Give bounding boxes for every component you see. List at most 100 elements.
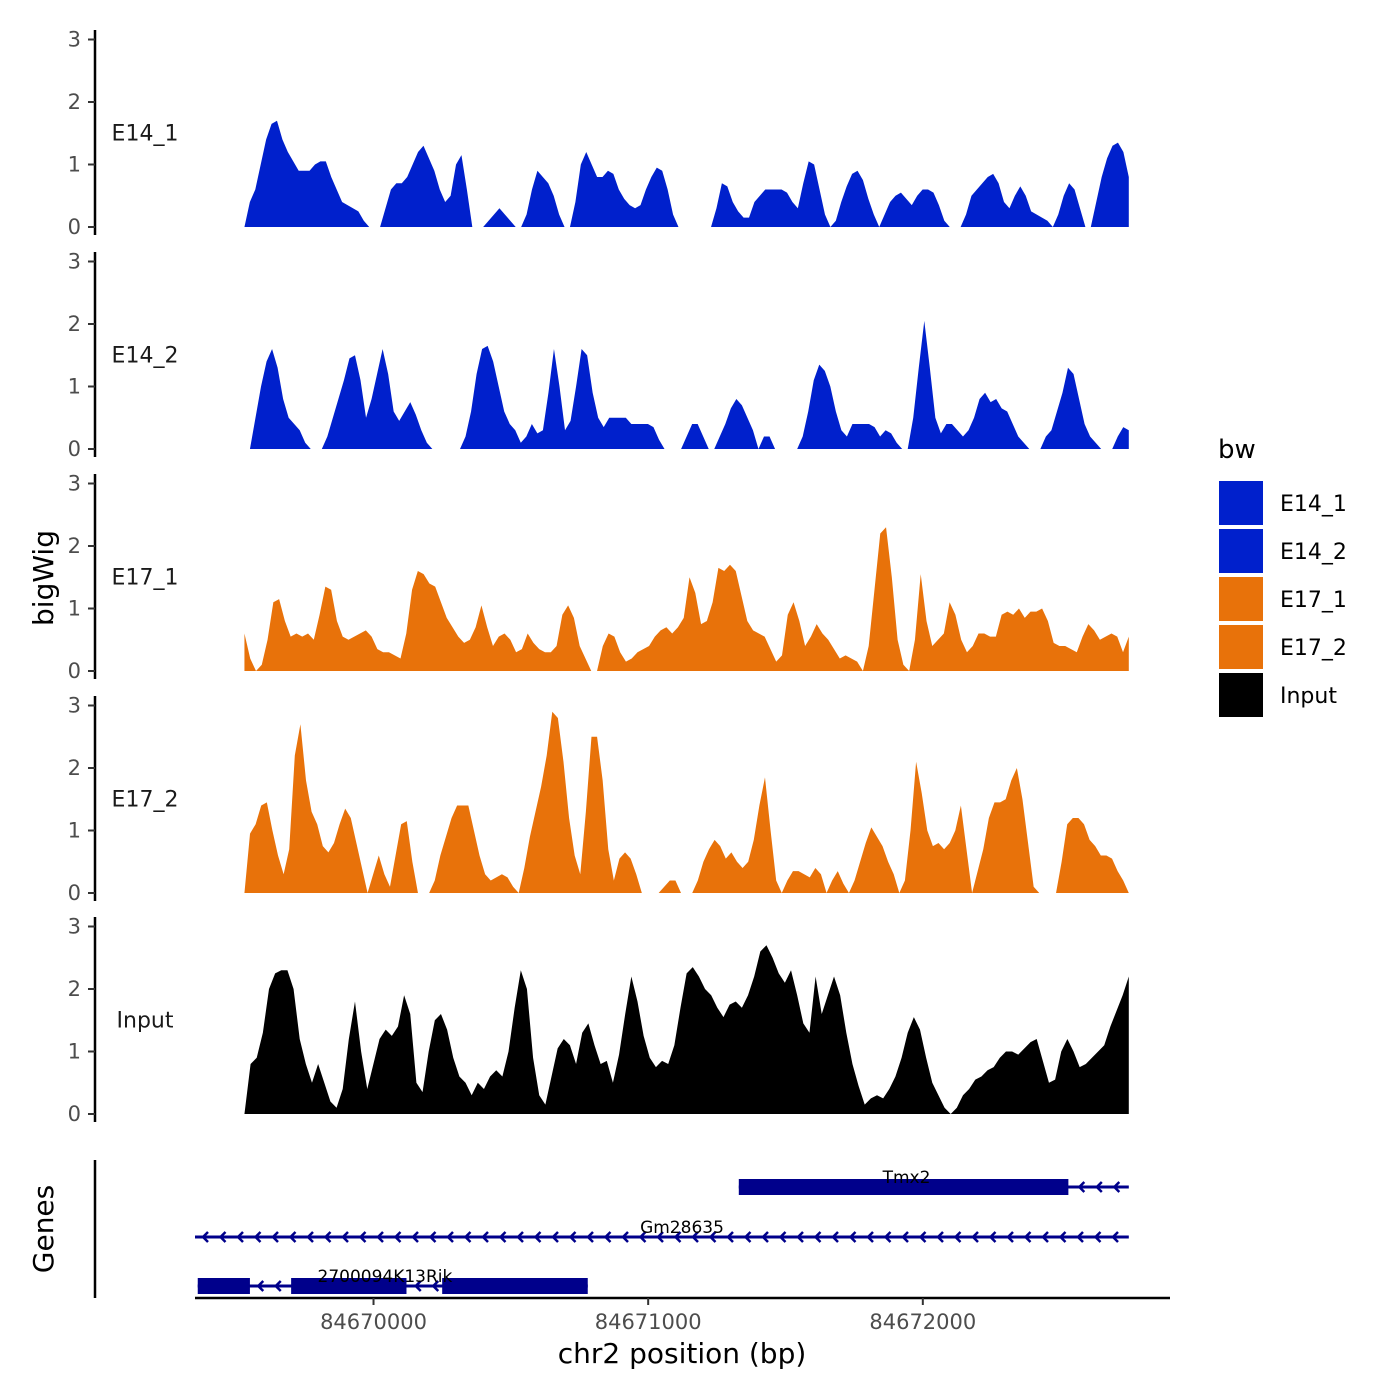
panel-label: E17_2 <box>112 787 179 812</box>
track-panels: 0 1 2 3 E14_1 0 1 2 3 E14_2 0 1 2 3 E17_1 0 1 2 3 E17_2 0 1 2 3… <box>68 28 1129 1126</box>
y-tick-label: 0 <box>68 215 81 239</box>
strand-arrow <box>726 1231 734 1243</box>
strand-arrow <box>673 1231 682 1243</box>
strand-arrow <box>1076 1231 1084 1243</box>
strand-arrow <box>1093 1231 1102 1243</box>
strand-arrow <box>603 1231 612 1243</box>
gene-label: Tmx2 <box>882 1168 931 1188</box>
track-panel-e17_1: 0 1 2 3 E17_1 <box>68 472 1129 683</box>
strand-arrow <box>323 1231 332 1243</box>
gene-gm28635: Gm28635 <box>195 1218 1129 1243</box>
strand-arrow <box>761 1231 769 1243</box>
strand-arrow <box>918 1231 927 1243</box>
strand-arrow <box>936 1231 944 1243</box>
strand-arrow <box>236 1231 244 1243</box>
strand-arrow <box>271 1231 279 1243</box>
strand-arrow <box>201 1231 209 1243</box>
strand-arrow <box>1095 1181 1103 1193</box>
x-tick-label: 84671000 <box>595 1310 702 1334</box>
signal-area-e14_2 <box>244 320 1129 449</box>
strand-arrow <box>428 1231 437 1243</box>
legend-title: bw <box>1218 435 1256 465</box>
strand-arrow <box>256 1280 265 1292</box>
strand-arrow <box>1112 1181 1121 1193</box>
strand-arrow <box>446 1231 454 1243</box>
y-tick-label: 1 <box>68 375 81 399</box>
y-axis-title: bigWig <box>27 530 60 626</box>
strand-arrow <box>516 1231 524 1243</box>
y-tick-label: 3 <box>68 250 81 274</box>
strand-arrow <box>551 1231 559 1243</box>
strand-arrow <box>813 1231 822 1243</box>
legend-swatch <box>1219 481 1263 525</box>
x-tick-label: 84670000 <box>320 1310 427 1334</box>
exon <box>197 1278 250 1294</box>
legend-swatch <box>1219 625 1263 669</box>
strand-arrow <box>533 1231 542 1243</box>
y-tick-label: 0 <box>68 1102 81 1126</box>
strand-arrow <box>498 1231 507 1243</box>
gene-tmx2: Tmx2 <box>738 1168 1129 1195</box>
legend-label: Input <box>1280 684 1337 709</box>
strand-arrow <box>796 1231 804 1243</box>
strand-arrow <box>1041 1231 1049 1243</box>
strand-arrow <box>413 1280 422 1292</box>
x-tick-label: 84672000 <box>869 1310 976 1334</box>
strand-arrow <box>638 1231 647 1243</box>
genes-panel: Tmx2 Gm28635 2700094K13Rik <box>93 1160 1129 1298</box>
strand-arrow <box>1058 1231 1067 1243</box>
strand-arrow <box>866 1231 874 1243</box>
strand-arrow <box>831 1231 839 1243</box>
track-panel-e14_2: 0 1 2 3 E14_2 <box>68 250 1129 461</box>
panel-label: E14_1 <box>112 121 179 146</box>
strand-arrow <box>901 1231 909 1243</box>
strand-arrow <box>691 1231 699 1243</box>
strand-arrow <box>273 1280 282 1292</box>
strand-arrow <box>463 1231 472 1243</box>
legend-swatch <box>1219 577 1263 621</box>
y-tick-label: 2 <box>68 977 81 1001</box>
signal-area-e14_1 <box>244 120 1129 227</box>
legend-item-e14_2: E14_2 <box>1219 529 1347 573</box>
gene-label: 2700094K13Rik <box>318 1267 453 1287</box>
legend-item-input: Input <box>1219 673 1337 717</box>
strand-arrow <box>848 1231 857 1243</box>
y-tick-label: 1 <box>68 597 81 621</box>
x-axis-title: chr2 position (bp) <box>558 1337 807 1370</box>
gene-label: Gm28635 <box>640 1218 724 1238</box>
legend-label: E17_1 <box>1280 588 1347 613</box>
y-tick-label: 2 <box>68 90 81 114</box>
legend-item-e17_2: E17_2 <box>1219 625 1347 669</box>
legend-label: E17_2 <box>1280 636 1347 661</box>
strand-arrow <box>341 1231 349 1243</box>
strand-arrow <box>431 1280 440 1292</box>
exon <box>442 1278 588 1294</box>
y-tick-label: 0 <box>68 659 81 683</box>
y-tick-label: 1 <box>68 153 81 177</box>
strand-arrow <box>621 1231 629 1243</box>
y-tick-label: 2 <box>68 312 81 336</box>
strand-arrow <box>656 1231 664 1243</box>
y-tick-label: 2 <box>68 756 81 780</box>
legend-swatch <box>1219 529 1263 573</box>
strand-arrow <box>586 1231 594 1243</box>
signal-area-input <box>244 945 1129 1114</box>
y-tick-label: 3 <box>68 28 81 52</box>
strand-arrow <box>743 1231 752 1243</box>
panel-label: E17_1 <box>112 565 179 590</box>
strand-arrow <box>778 1231 787 1243</box>
legend-item-e14_1: E14_1 <box>1219 481 1347 525</box>
strand-arrow <box>883 1231 892 1243</box>
strand-arrow <box>376 1231 384 1243</box>
strand-arrow <box>568 1231 577 1243</box>
strand-arrow <box>953 1231 962 1243</box>
strand-arrow <box>411 1231 419 1243</box>
exon <box>291 1278 407 1294</box>
y-tick-label: 0 <box>68 881 81 905</box>
y-tick-label: 3 <box>68 915 81 939</box>
strand-arrow <box>218 1231 227 1243</box>
signal-area-e17_2 <box>244 711 1129 893</box>
strand-arrow <box>288 1231 297 1243</box>
strand-arrow <box>481 1231 489 1243</box>
x-axis: 84670000 84671000 84672000 <box>195 1296 1170 1334</box>
